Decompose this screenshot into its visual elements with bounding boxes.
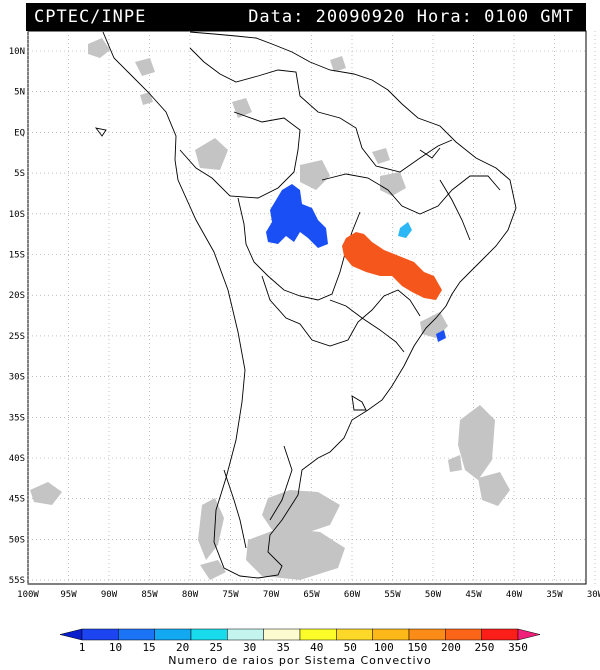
longitude-label: 85W — [141, 590, 158, 600]
convective-cell-cyan — [398, 222, 412, 238]
legend-swatch — [81, 628, 119, 641]
longitude-label: 40W — [506, 590, 523, 600]
convective-cell-blue — [266, 184, 328, 248]
legend-swatch — [154, 628, 192, 641]
latitude-label: 20S — [9, 291, 25, 301]
longitude-label: 65W — [303, 590, 320, 600]
longitude-label: 45W — [465, 590, 482, 600]
legend-swatch — [372, 628, 410, 641]
latitude-label: 15S — [9, 251, 25, 261]
longitude-label: 30W — [587, 590, 600, 600]
latitude-label: 10N — [9, 47, 25, 57]
legend-swatch — [408, 628, 446, 641]
color-legend: 1 10 15 20 25 30 35 40 50 100 150 200 250 350 — [59, 628, 541, 654]
latitude-label: EQ — [14, 128, 25, 138]
legend-swatch — [59, 628, 83, 641]
legend-swatch — [517, 628, 541, 641]
datetime-label: Data: 20090920 Hora: 0100 GMT — [248, 7, 574, 27]
latitude-label: 30S — [9, 373, 25, 383]
latitude-label: 25S — [9, 332, 25, 342]
longitude-label: 80W — [182, 590, 199, 600]
legend-label: 35 — [277, 641, 290, 654]
legend-label: 25 — [210, 641, 223, 654]
legend-label: 40 — [310, 641, 323, 654]
graticule — [27, 31, 596, 584]
legend-swatch — [481, 628, 519, 641]
longitude-label: 50W — [425, 590, 442, 600]
legend-label: 15 — [142, 641, 155, 654]
latitude-label: 10S — [9, 210, 25, 220]
legend-title: Numero de raios por Sistema Convectivo — [168, 654, 432, 667]
latitude-label: 5S — [14, 169, 25, 179]
source-label: CPTEC/INPE — [34, 7, 147, 27]
legend-label: 150 — [407, 641, 427, 654]
legend-swatch — [445, 628, 482, 641]
legend-swatch — [190, 628, 228, 641]
latitude-label: 5N — [14, 88, 25, 98]
convective-cell-orange — [342, 232, 442, 300]
latitude-labels: 10N 5N EQ 5S 10S 15S 20S 25S 30S 35S 40S 45S 50S 55S — [9, 47, 25, 586]
longitude-label: 90W — [101, 590, 118, 600]
convective-cell-small — [436, 330, 446, 342]
legend-label: 200 — [441, 641, 461, 654]
legend-label: 20 — [176, 641, 189, 654]
latitude-label: 40S — [9, 454, 25, 464]
latitude-label: 45S — [9, 495, 25, 505]
coastline — [94, 31, 517, 579]
legend-swatch — [336, 628, 373, 641]
legend-label: 1 — [79, 641, 86, 654]
legend-label: 350 — [508, 641, 528, 654]
longitude-label: 100W — [17, 590, 39, 600]
map-header: CPTEC/INPE Data: 20090920 Hora: 0100 GMT — [26, 3, 586, 31]
legend-swatch — [299, 628, 337, 641]
latitude-label: 55S — [9, 576, 25, 586]
legend-label: 100 — [374, 641, 394, 654]
longitude-label: 55W — [384, 590, 401, 600]
legend-swatch — [263, 628, 301, 641]
convective-cells — [266, 184, 446, 342]
legend-swatch — [227, 628, 264, 641]
legend-label: 50 — [344, 641, 357, 654]
longitude-label: 70W — [263, 590, 280, 600]
longitude-label: 75W — [222, 590, 239, 600]
longitude-label: 35W — [546, 590, 563, 600]
legend-swatch — [118, 628, 155, 641]
legend-label: 250 — [475, 641, 495, 654]
legend-label: 30 — [243, 641, 256, 654]
longitude-label: 60W — [344, 590, 361, 600]
longitude-labels: 100W 95W 90W 85W 80W 75W 70W 65W 60W 55W 50W 45W 40W… — [17, 590, 600, 600]
longitude-label: 95W — [60, 590, 77, 600]
latitude-label: 50S — [9, 535, 25, 545]
cloud-cover — [30, 38, 510, 580]
legend-label: 10 — [109, 641, 122, 654]
latitude-label: 35S — [9, 413, 25, 423]
